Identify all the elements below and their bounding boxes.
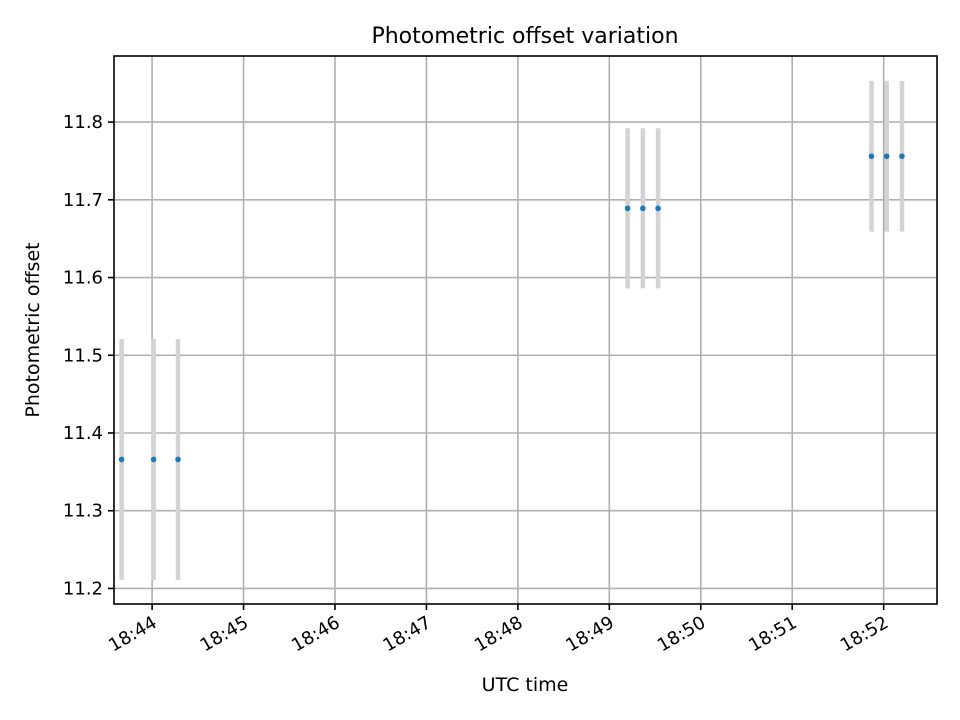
- y-tick-label: 11.8: [63, 112, 103, 133]
- plot-frame: [113, 55, 938, 605]
- data-point: [150, 456, 157, 463]
- data-layer: [118, 80, 905, 580]
- data-point: [640, 205, 646, 212]
- data-point: [899, 153, 905, 160]
- y-tick-label: 11.3: [63, 501, 103, 522]
- y-tick-label: 11.5: [63, 345, 103, 366]
- data-point: [868, 153, 875, 160]
- y-axis-label: Photometric offset: [22, 242, 44, 417]
- chart-title: Photometric offset variation: [371, 24, 678, 49]
- y-tick-label: 11.4: [63, 423, 103, 444]
- data-point: [883, 153, 890, 160]
- data-point: [655, 205, 661, 212]
- x-axis-label: UTC time: [482, 674, 569, 696]
- grid: [114, 56, 937, 604]
- y-tick-label: 11.6: [63, 268, 103, 289]
- y-tick-label: 11.7: [63, 190, 103, 211]
- data-point: [624, 205, 631, 212]
- y-tick-label: 11.2: [63, 578, 103, 599]
- data-point: [175, 456, 181, 463]
- data-point: [118, 456, 125, 463]
